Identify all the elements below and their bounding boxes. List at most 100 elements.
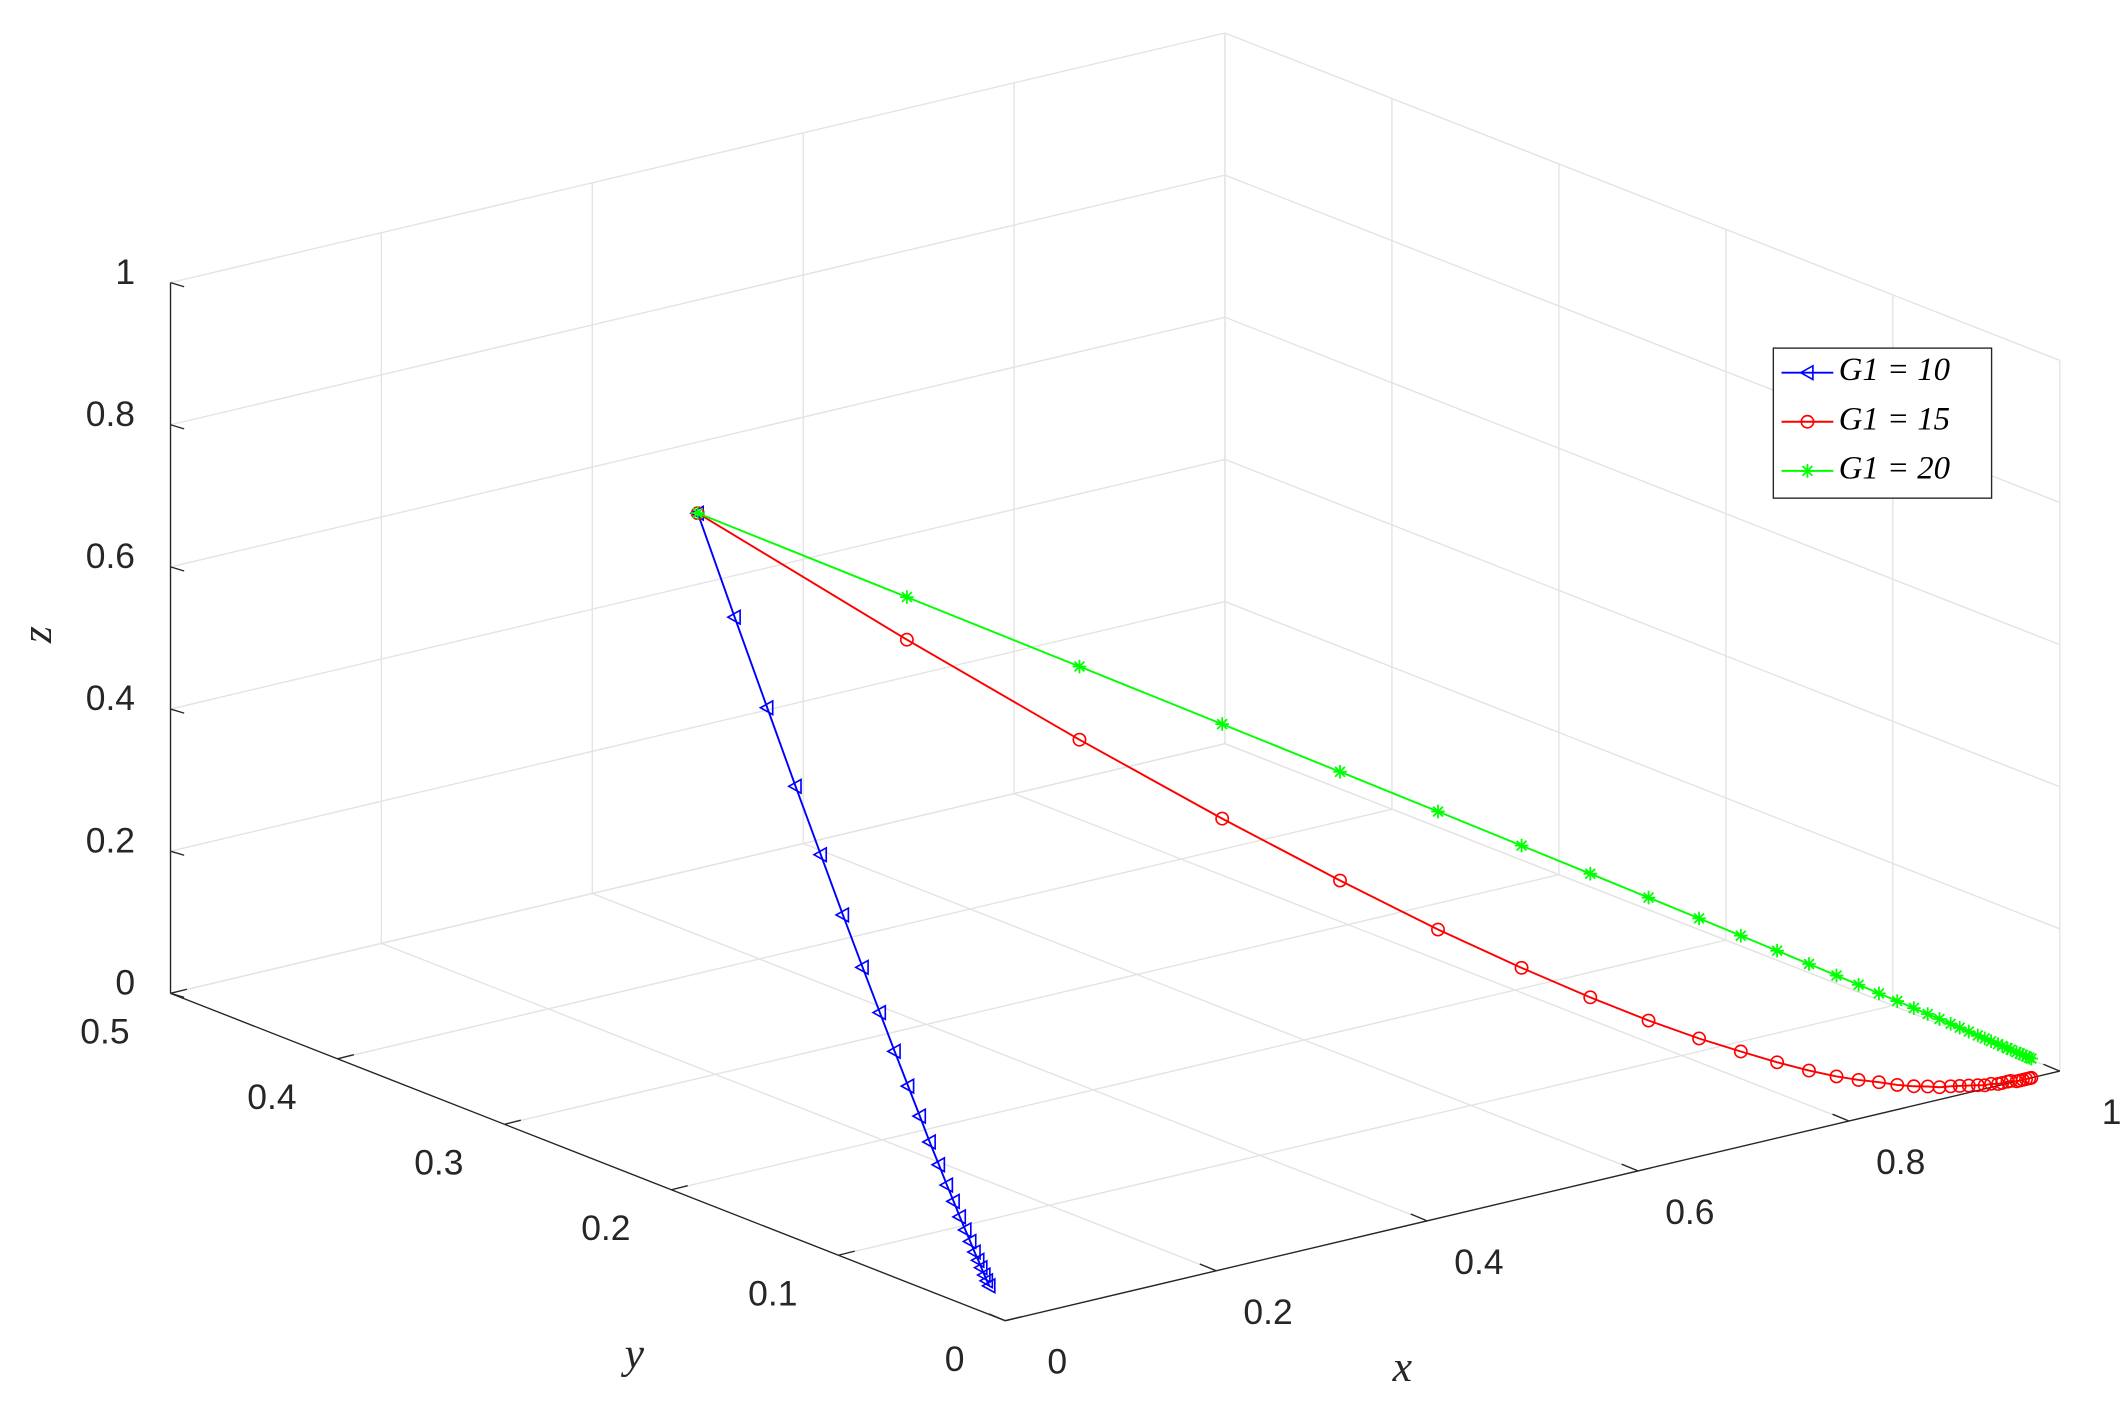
marker: [938, 1176, 954, 1194]
legend-label: G1 = 20: [1839, 450, 1950, 486]
marker: [1333, 873, 1347, 888]
z-tick-label: 0.6: [86, 536, 135, 576]
x-tick-label: 1: [2102, 1092, 2122, 1132]
tick-mark: [170, 708, 185, 714]
series-line: [697, 512, 2032, 1060]
marker: [1995, 1039, 2010, 1053]
marker: [899, 632, 914, 647]
marker: [1906, 1079, 1921, 1094]
marker: [1583, 990, 1598, 1005]
marker: [1641, 890, 1656, 905]
marker: [921, 1133, 936, 1151]
marker: [1802, 1063, 1816, 1078]
z-tick-label: 0.2: [86, 820, 135, 860]
grid-line: [337, 808, 1393, 1060]
tick-mark: [170, 992, 185, 999]
tick-mark: [1621, 1163, 1639, 1172]
y-tick-label: 0.1: [748, 1274, 797, 1314]
y-tick-label: 0.5: [80, 1012, 129, 1052]
marker: [956, 1221, 972, 1239]
marker: [1961, 1078, 1976, 1093]
legend-marker: [1800, 464, 1815, 478]
grid-line: [838, 1004, 1893, 1256]
marker: [1072, 732, 1087, 747]
marker: [854, 959, 869, 976]
grid-line: [1224, 743, 2061, 1072]
marker: [787, 778, 802, 795]
marker: [1514, 838, 1529, 853]
marker: [2016, 1048, 2030, 1062]
grid-line: [592, 892, 1428, 1222]
legend-label: G1 = 10: [1839, 352, 1950, 388]
marker: [1733, 928, 1748, 943]
z-axis-label: z: [13, 626, 61, 644]
marker: [1802, 957, 1816, 971]
marker: [1692, 911, 1706, 926]
marker: [1984, 1076, 1999, 1091]
marker: [930, 1156, 946, 1173]
tick-mark: [337, 1054, 355, 1060]
grid-line: [671, 939, 1727, 1191]
marker: [1871, 1075, 1886, 1090]
marker: [969, 1252, 985, 1269]
marker: [726, 608, 741, 626]
tick-mark: [1832, 1113, 1850, 1122]
grid-line: [170, 316, 1226, 568]
series-line: [697, 512, 2032, 1089]
z-tick-label: 1: [115, 252, 135, 292]
y-tick-label: 0.3: [414, 1143, 463, 1183]
marker: [1984, 1034, 1998, 1049]
marker: [1890, 994, 1905, 1008]
z-tick-label: 0.8: [86, 394, 135, 434]
x-tick-label: 0: [1047, 1342, 1067, 1382]
marker: [1977, 1078, 1992, 1093]
marker: [1431, 804, 1445, 819]
marker: [758, 699, 774, 716]
tick-mark: [1199, 1263, 1217, 1272]
marker: [1431, 922, 1445, 937]
marker: [1991, 1037, 2005, 1051]
marker: [911, 1107, 927, 1125]
marker: [945, 1193, 960, 1210]
marker: [1215, 811, 1230, 826]
marker: [1641, 1013, 1656, 1028]
marker: [1977, 1031, 1992, 1046]
marker: [1072, 659, 1087, 674]
marker: [2009, 1045, 2024, 1059]
grid-line: [1224, 458, 2061, 788]
x-tick-label: 0.2: [1243, 1292, 1292, 1332]
legend-marker: [1800, 414, 1815, 429]
marker: [900, 590, 914, 604]
marker: [1583, 866, 1598, 881]
y-axis-label: y: [621, 1330, 645, 1378]
grid-line: [504, 873, 1560, 1125]
marker: [1215, 717, 1230, 731]
tick-mark: [170, 566, 185, 572]
marker: [1961, 1024, 1976, 1039]
marker: [1932, 1012, 1947, 1026]
marker: [1943, 1016, 1958, 1031]
tick-mark: [170, 988, 188, 994]
y-tick-label: 0.2: [581, 1208, 630, 1248]
x-tick-label: 0.6: [1665, 1192, 1714, 1232]
marker: [899, 1077, 915, 1095]
x-tick-label: 0.4: [1454, 1242, 1503, 1282]
y-tick-label: 0: [945, 1339, 965, 1379]
x-axis: [1005, 1070, 2060, 1322]
grid-line: [1224, 600, 2061, 930]
marker: [1692, 1031, 1707, 1046]
grid-line: [381, 942, 1217, 1272]
tick-mark: [1005, 1315, 1022, 1322]
marker: [690, 506, 705, 520]
marker: [2003, 1042, 2018, 1057]
y-axis: [170, 992, 1006, 1322]
tick-mark: [170, 424, 185, 430]
marker: [1733, 1044, 1748, 1059]
tick-mark: [504, 1119, 521, 1125]
x-axis-label: x: [1392, 1343, 1413, 1391]
marker: [1943, 1079, 1958, 1094]
series-line: [696, 512, 991, 1287]
marker: [972, 1259, 988, 1276]
grid-line: [170, 32, 1226, 284]
grid-line: [1224, 32, 2061, 362]
